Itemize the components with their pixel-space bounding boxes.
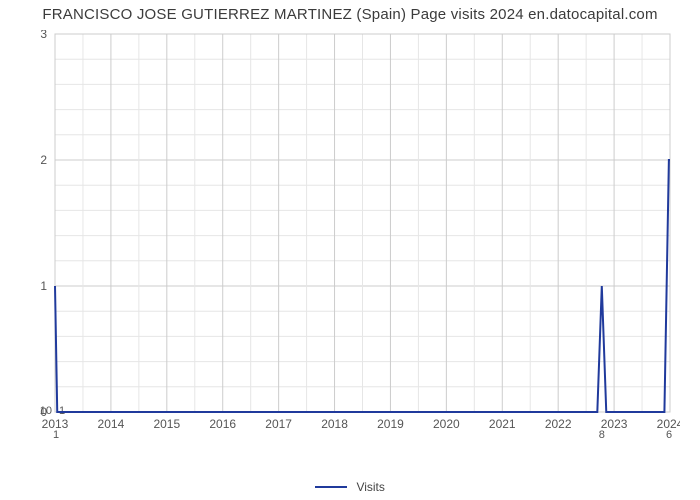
chart-svg: 0123201320142015201620172018201920202021… [35,30,680,440]
legend-label: Visits [356,480,384,494]
svg-text:2022: 2022 [545,417,572,431]
svg-text:1: 1 [40,279,47,293]
chart-container: FRANCISCO JOSE GUTIERREZ MARTINEZ (Spain… [0,0,700,500]
svg-text:1: 1 [53,429,59,440]
svg-text:8: 8 [599,429,605,440]
chart-title: FRANCISCO JOSE GUTIERREZ MARTINEZ (Spain… [0,0,700,23]
svg-text:2019: 2019 [377,417,404,431]
plot-area: 0123201320142015201620172018201920202021… [35,30,680,440]
svg-text:2014: 2014 [98,417,125,431]
svg-text:2020: 2020 [433,417,460,431]
svg-text:6: 6 [666,429,672,440]
svg-text:3: 3 [40,30,47,41]
svg-text:2016: 2016 [209,417,236,431]
svg-text:10: 10 [40,405,52,417]
legend-swatch [315,486,347,488]
svg-text:2017: 2017 [265,417,292,431]
legend: Visits [0,479,700,494]
svg-text:2015: 2015 [153,417,180,431]
svg-text:2: 2 [40,153,47,167]
svg-text:2021: 2021 [489,417,516,431]
svg-text:2018: 2018 [321,417,348,431]
